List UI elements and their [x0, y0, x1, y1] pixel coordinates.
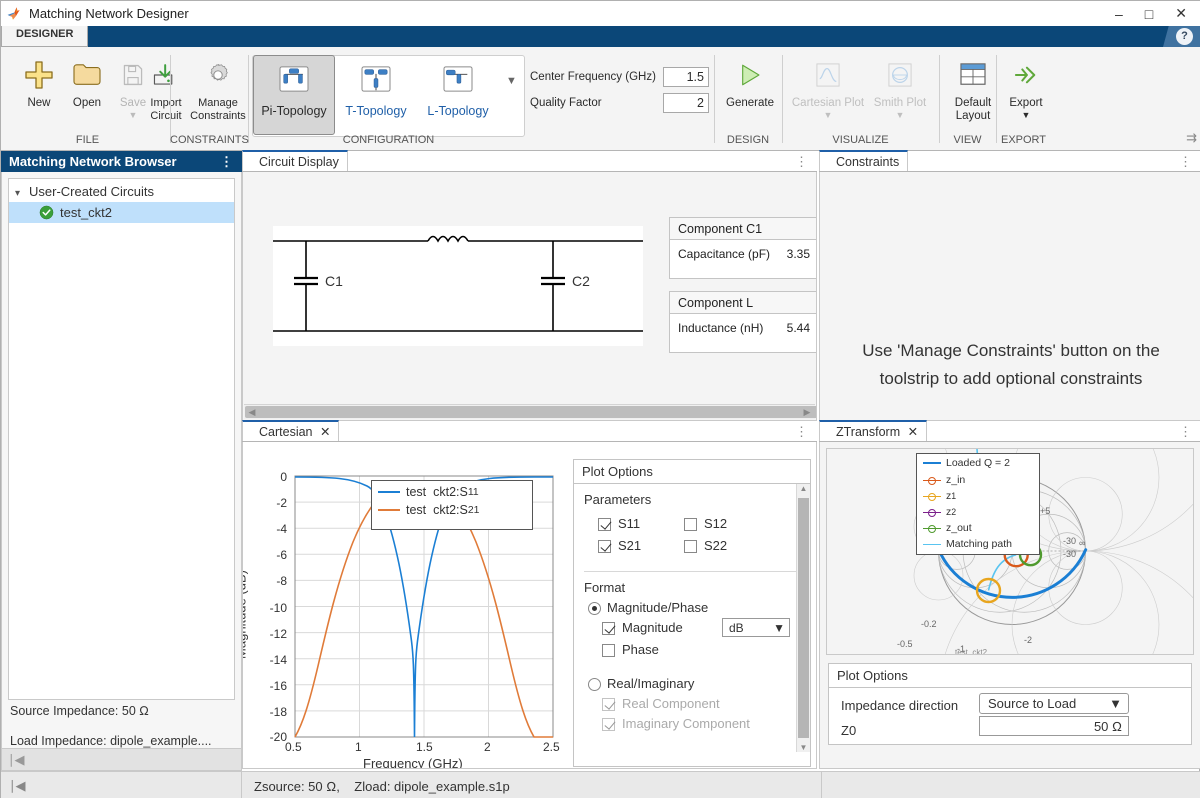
svg-text:-30: -30 — [1063, 549, 1076, 559]
svg-text:∞: ∞ — [1079, 538, 1085, 548]
svg-text:+5: +5 — [1040, 506, 1050, 516]
svg-text:test_ckt2: test_ckt2 — [955, 648, 988, 655]
svg-text:C2: C2 — [572, 273, 590, 289]
svg-text:-0.2: -0.2 — [921, 619, 937, 629]
svg-text:-30: -30 — [1063, 536, 1076, 546]
svg-text:-2: -2 — [1024, 635, 1032, 645]
svg-text:C1: C1 — [325, 273, 343, 289]
svg-text:-0.5: -0.5 — [897, 639, 913, 649]
